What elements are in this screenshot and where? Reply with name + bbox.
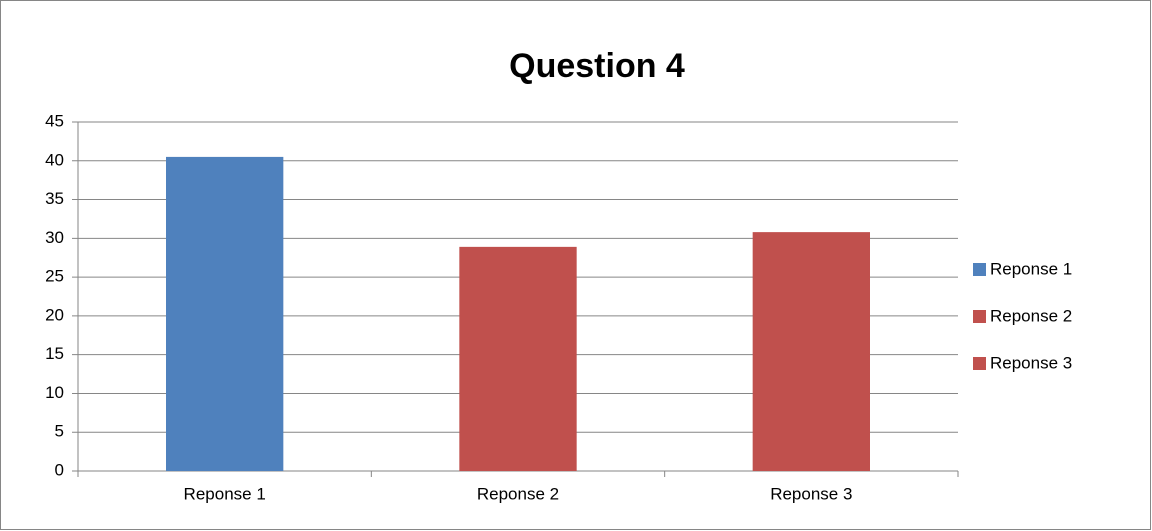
bar: [166, 156, 284, 471]
x-tick-label: Reponse 1: [184, 484, 266, 503]
x-tick-label: Reponse 2: [477, 484, 559, 503]
y-tick-label: 20: [45, 305, 64, 324]
y-tick-label: 5: [55, 422, 64, 441]
y-tick-label: 10: [45, 383, 64, 402]
y-tick-label: 45: [45, 111, 64, 130]
bar: [459, 246, 577, 471]
legend-swatch: [973, 310, 986, 323]
legend-label: Reponse 2: [990, 306, 1072, 325]
legend-label: Reponse 3: [990, 353, 1072, 372]
y-tick-label: 15: [45, 344, 64, 363]
y-tick-label: 40: [45, 150, 64, 169]
bar: [752, 232, 870, 471]
chart-title: Question 4: [509, 47, 685, 85]
y-tick-label: 25: [45, 267, 64, 286]
y-tick-label: 35: [45, 189, 64, 208]
y-tick-label: 30: [45, 228, 64, 247]
y-tick-label: 0: [55, 460, 64, 479]
legend-label: Reponse 1: [990, 259, 1072, 278]
x-tick-label: Reponse 3: [770, 484, 852, 503]
legend-swatch: [973, 357, 986, 370]
legend-swatch: [973, 263, 986, 276]
